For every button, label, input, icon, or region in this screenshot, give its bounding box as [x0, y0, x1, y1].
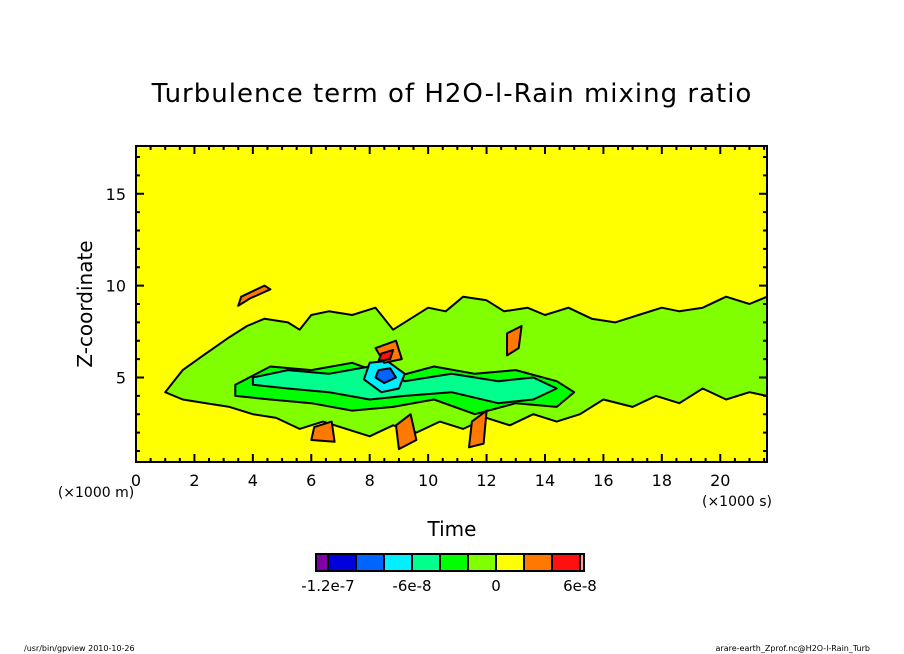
contour-region	[251, 365, 558, 405]
y-axis-ticks: 5 10 15	[106, 156, 767, 452]
x-tick-label: 14	[535, 471, 555, 490]
colorbar-label: 0	[491, 577, 501, 595]
y-axis-label: Z-coordinate	[73, 240, 97, 367]
contour-regions	[164, 284, 768, 451]
y-axis-unit: (×1000 m)	[58, 485, 134, 501]
x-tick-label: 12	[476, 471, 496, 490]
contour-region	[310, 420, 336, 443]
colorbar-swatch	[467, 553, 497, 572]
colorbar-swatch	[315, 553, 329, 572]
plot-area: 0 2 4 6 8 10 12 14 16 18 20 5 10 15	[106, 145, 768, 490]
colorbar-swatch	[355, 553, 385, 572]
colorbar-swatch	[579, 553, 585, 572]
colorbar-label: -6e-8	[392, 577, 431, 595]
x-tick-label: 16	[593, 471, 613, 490]
colorbar-label: 6e-8	[563, 577, 597, 595]
colorbar-swatch	[551, 553, 581, 572]
contour-region	[468, 409, 488, 449]
contour-region	[506, 325, 523, 357]
x-tick-label: 2	[189, 471, 199, 490]
contour-region	[374, 367, 397, 384]
x-axis-unit: (×1000 s)	[702, 494, 772, 510]
y-tick-label: 5	[116, 368, 126, 387]
x-tick-label: 10	[418, 471, 438, 490]
colorbar-swatch	[327, 553, 357, 572]
colorbar-swatch	[523, 553, 553, 572]
colorbar-swatch	[495, 553, 525, 572]
x-tick-label: 18	[652, 471, 672, 490]
y-tick-label: 10	[106, 277, 126, 296]
colorbar-swatch	[383, 553, 413, 572]
colorbar-swatch	[439, 553, 469, 572]
x-axis-ticks: 0 2 4 6 8 10 12 14 16 18 20	[131, 146, 766, 490]
x-tick-label: 4	[248, 471, 258, 490]
contour-region	[377, 348, 395, 362]
y-tick-label: 15	[106, 185, 126, 204]
x-tick-label: 6	[306, 471, 316, 490]
x-tick-label: 8	[365, 471, 375, 490]
colorbar-label: -1.2e-7	[301, 577, 354, 595]
contour-region	[395, 413, 418, 451]
colorbar: -1.2e-7 -6e-8 0 6e-8	[301, 553, 597, 595]
x-tick-label: 20	[710, 471, 730, 490]
x-axis-label: Time	[427, 517, 477, 541]
contour-region	[237, 284, 272, 307]
x-tick-label: 0	[131, 471, 141, 490]
footer-right: arare-earth_Zprof.nc@H2O-l-Rain_Turb	[716, 644, 870, 653]
footer-left: /usr/bin/gpview 2010-10-26	[24, 644, 135, 653]
colorbar-swatch	[411, 553, 441, 572]
chart-title: Turbulence term of H2O-l-Rain mixing rat…	[151, 79, 753, 109]
